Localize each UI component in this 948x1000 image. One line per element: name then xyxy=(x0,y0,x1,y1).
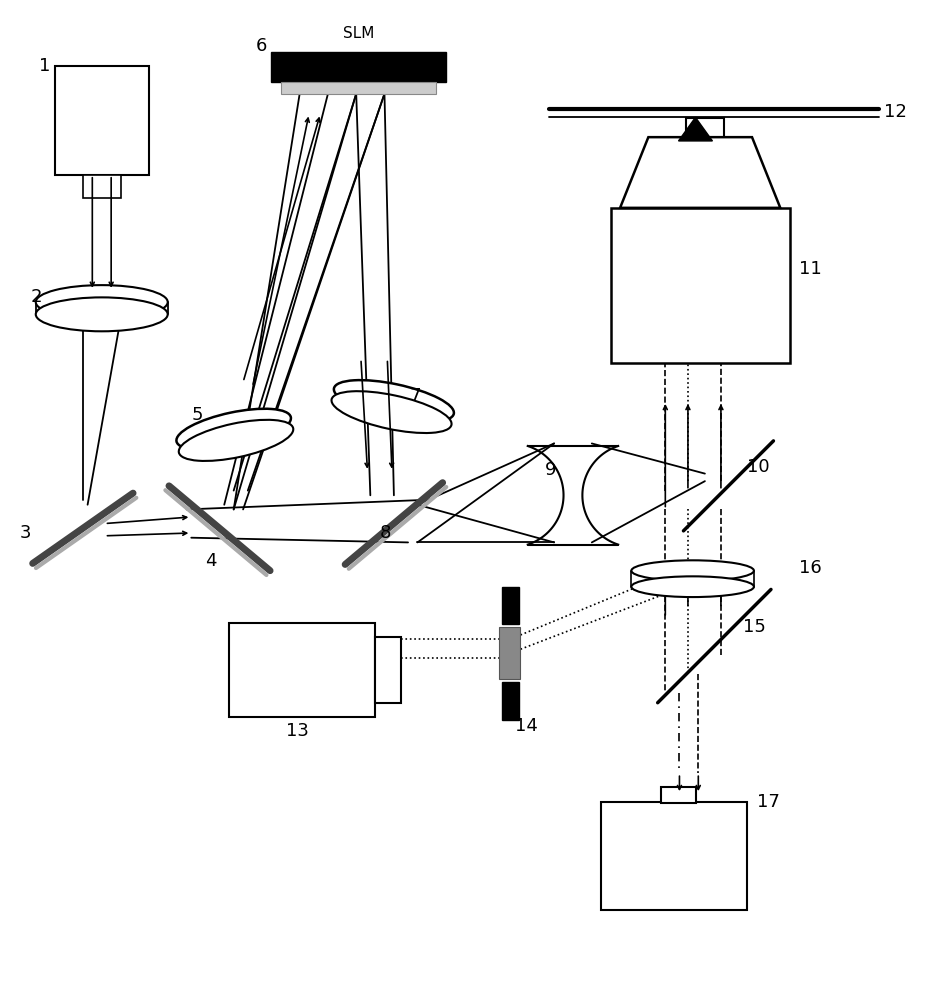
Text: 13: 13 xyxy=(285,722,308,740)
Ellipse shape xyxy=(36,297,168,331)
Bar xyxy=(611,208,790,363)
Text: 7: 7 xyxy=(410,387,422,405)
Text: 5: 5 xyxy=(191,406,203,424)
Bar xyxy=(500,627,520,679)
Ellipse shape xyxy=(36,285,168,319)
Text: 8: 8 xyxy=(380,524,392,542)
Text: 16: 16 xyxy=(799,559,822,577)
Ellipse shape xyxy=(179,420,293,461)
Bar xyxy=(271,52,446,82)
Bar xyxy=(601,802,747,910)
Text: 2: 2 xyxy=(31,288,43,306)
Bar xyxy=(82,175,120,198)
Text: 1: 1 xyxy=(39,57,50,75)
Text: 17: 17 xyxy=(757,793,779,811)
Bar xyxy=(55,66,149,175)
Bar xyxy=(502,587,520,624)
Ellipse shape xyxy=(631,560,754,581)
Ellipse shape xyxy=(334,380,454,422)
Bar xyxy=(686,118,723,139)
Text: 9: 9 xyxy=(545,461,556,479)
Text: 15: 15 xyxy=(742,618,765,636)
Ellipse shape xyxy=(332,391,451,433)
Bar xyxy=(502,682,520,720)
Ellipse shape xyxy=(631,576,754,597)
Bar xyxy=(375,637,401,703)
Text: 3: 3 xyxy=(20,524,31,542)
Polygon shape xyxy=(679,117,713,141)
Text: 4: 4 xyxy=(206,552,217,570)
Polygon shape xyxy=(620,137,780,208)
Text: 14: 14 xyxy=(515,717,538,735)
Text: 10: 10 xyxy=(747,458,770,476)
Text: SLM: SLM xyxy=(343,26,374,41)
Text: 11: 11 xyxy=(799,260,822,278)
Bar xyxy=(229,623,375,717)
Text: 6: 6 xyxy=(255,37,266,55)
Text: 12: 12 xyxy=(884,103,907,121)
Bar xyxy=(281,82,436,94)
Ellipse shape xyxy=(176,409,291,450)
Bar xyxy=(661,787,697,803)
